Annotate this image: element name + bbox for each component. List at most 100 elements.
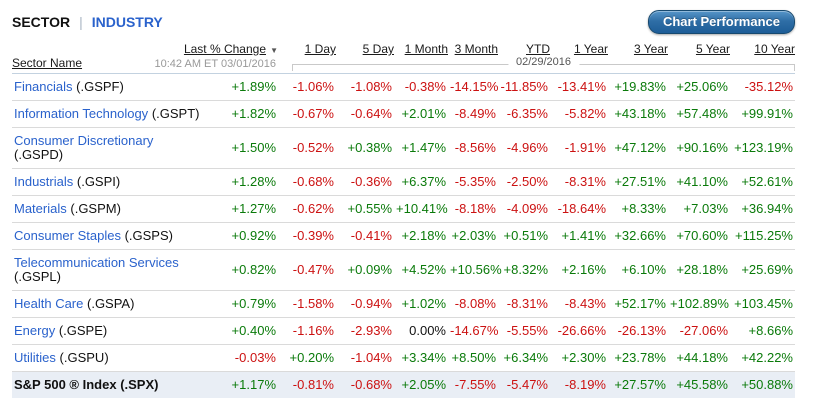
sector-link[interactable]: Information Technology	[14, 105, 149, 121]
sector-link[interactable]: Materials	[14, 200, 67, 216]
sector-name-cell: Financials (.GSPF)	[12, 72, 208, 100]
value-cell: -1.16%	[278, 316, 336, 344]
column-header-5-year[interactable]: 5 Year	[695, 42, 730, 56]
sector-link[interactable]: Telecommunication Services	[14, 254, 179, 270]
value-cell: -26.66%	[550, 316, 608, 344]
sector-ticker: (.GSPF)	[76, 78, 124, 94]
table-row: Energy (.GSPE) +0.40% -1.16% -2.93% 0.00% -1…	[12, 316, 795, 344]
value-cell: -2.50%	[498, 167, 550, 195]
view-tabs: SECTOR | INDUSTRY	[12, 14, 163, 30]
column-header-3-month[interactable]: 3 Month	[454, 42, 498, 56]
sector-name-cell: Telecommunication Services (.GSPL)	[12, 248, 208, 290]
column-header-ytd[interactable]: YTD	[526, 42, 550, 56]
table-header: Sector Name Last % Change ▼ 1 Day 5 Day 1…	[12, 38, 795, 73]
table-row: Consumer Discretionary (.GSPD) +1.50% -0.…	[12, 126, 795, 168]
as-of-bracket: 02/29/2016	[292, 56, 795, 71]
sector-link[interactable]: Energy	[14, 322, 56, 338]
value-cell: +25.06%	[668, 72, 730, 100]
column-header-1-year[interactable]: 1 Year	[573, 42, 608, 56]
value-cell: +1.41%	[550, 221, 608, 249]
value-cell: +1.17%	[208, 370, 278, 398]
value-cell: +32.66%	[608, 221, 668, 249]
value-cell: -0.68%	[278, 167, 336, 195]
table-row: Industrials (.GSPI) +1.28% -0.68% -0.36% +6…	[12, 167, 795, 195]
table-row: Materials (.GSPM) +1.27% -0.62% +0.55% +10.…	[12, 194, 795, 222]
column-header-3-year[interactable]: 3 Year	[633, 42, 668, 56]
sector-name-cell: Health Care (.GSPA)	[12, 289, 208, 317]
value-cell: -8.49%	[448, 99, 498, 127]
value-cell: -0.64%	[336, 99, 394, 127]
last-update-timestamp: 10:42 AM ET 03/01/2016	[154, 58, 277, 70]
value-cell: +6.37%	[394, 167, 448, 195]
sector-link: S&P 500 ® Index	[14, 376, 117, 392]
sector-link[interactable]: Health Care	[14, 295, 84, 311]
sector-ticker: (.GSPE)	[58, 322, 108, 338]
column-header-1-month[interactable]: 1 Month	[404, 42, 448, 56]
value-cell: +123.19%	[730, 126, 795, 168]
chart-performance-button[interactable]: Chart Performance	[647, 10, 795, 34]
sector-performance-table: Sector Name Last % Change ▼ 1 Day 5 Day 1…	[12, 38, 795, 398]
value-cell: +0.51%	[498, 221, 550, 249]
column-header-row: Sector Name Last % Change ▼ 1 Day 5 Day 1…	[12, 38, 795, 70]
value-cell: -26.13%	[608, 316, 668, 344]
value-cell: +70.60%	[668, 221, 730, 249]
value-cell: +52.17%	[608, 289, 668, 317]
value-cell: +27.51%	[608, 167, 668, 195]
value-cell: +25.69%	[730, 248, 795, 290]
sector-table-body: Financials (.GSPF) +1.89% -1.06% -1.08% -0.…	[12, 72, 795, 398]
sector-link[interactable]: Industrials	[14, 173, 74, 189]
value-cell: +6.10%	[608, 248, 668, 290]
value-cell: +36.94%	[730, 194, 795, 222]
value-cell: +102.89%	[668, 289, 730, 317]
sector-link[interactable]: Consumer Discretionary	[14, 132, 154, 148]
column-header-5-day[interactable]: 5 Day	[362, 42, 394, 56]
value-cell: +8.33%	[608, 194, 668, 222]
value-cell: -0.36%	[336, 167, 394, 195]
tab-sector[interactable]: SECTOR	[12, 14, 71, 30]
value-cell: -5.35%	[448, 167, 498, 195]
table-row: Information Technology (.GSPT) +1.82% -0.…	[12, 99, 795, 127]
value-cell: +50.88%	[730, 370, 795, 398]
sector-name-cell: Utilities (.GSPU)	[12, 343, 208, 371]
column-header-10-year[interactable]: 10 Year	[754, 42, 795, 56]
value-cell: +57.48%	[668, 99, 730, 127]
tab-industry[interactable]: INDUSTRY	[91, 14, 163, 30]
value-cell: -5.47%	[498, 370, 550, 398]
value-cell: -0.41%	[336, 221, 394, 249]
column-header-sector-name[interactable]: Sector Name	[12, 55, 83, 70]
value-cell: -14.15%	[448, 72, 498, 100]
value-cell: +45.58%	[668, 370, 730, 398]
sector-name-cell: Information Technology (.GSPT)	[12, 99, 208, 127]
value-cell: +27.57%	[608, 370, 668, 398]
table-row: Utilities (.GSPU) -0.03% +0.20% -1.04% +3.3…	[12, 343, 795, 371]
value-cell: -4.09%	[498, 194, 550, 222]
value-cell: -4.96%	[498, 126, 550, 168]
table-row: Financials (.GSPF) +1.89% -1.06% -1.08% -0.…	[12, 72, 795, 100]
value-cell: +99.91%	[730, 99, 795, 127]
value-cell: +1.02%	[394, 289, 448, 317]
value-cell: +47.12%	[608, 126, 668, 168]
value-cell: +8.32%	[498, 248, 550, 290]
value-cell: +19.83%	[608, 72, 668, 100]
index-row: S&P 500 ® Index (.SPX) +1.17% -0.81% -0.68…	[12, 370, 795, 398]
value-cell: +43.18%	[608, 99, 668, 127]
sector-link[interactable]: Consumer Staples	[14, 227, 121, 243]
value-cell: -8.18%	[448, 194, 498, 222]
value-cell: +28.18%	[668, 248, 730, 290]
value-cell: 0.00%	[394, 316, 448, 344]
value-cell: +3.34%	[394, 343, 448, 371]
sector-link[interactable]: Financials	[14, 78, 73, 94]
value-cell: -8.19%	[550, 370, 608, 398]
value-cell: -5.82%	[550, 99, 608, 127]
value-cell: +2.18%	[394, 221, 448, 249]
column-header-last-change[interactable]: Last % Change	[183, 42, 266, 56]
column-header-1-day[interactable]: 1 Day	[304, 42, 336, 56]
sector-ticker: (.GSPM)	[70, 200, 121, 216]
value-cell: -2.93%	[336, 316, 394, 344]
value-cell: -0.39%	[278, 221, 336, 249]
sector-link[interactable]: Utilities	[14, 349, 56, 365]
value-cell: +1.82%	[208, 99, 278, 127]
table-row: Telecommunication Services (.GSPL) +0.82…	[12, 248, 795, 290]
as-of-row: 10:42 AM ET 03/01/2016 02/29/2016	[12, 56, 795, 73]
sector-name-cell: S&P 500 ® Index (.SPX)	[12, 370, 208, 398]
